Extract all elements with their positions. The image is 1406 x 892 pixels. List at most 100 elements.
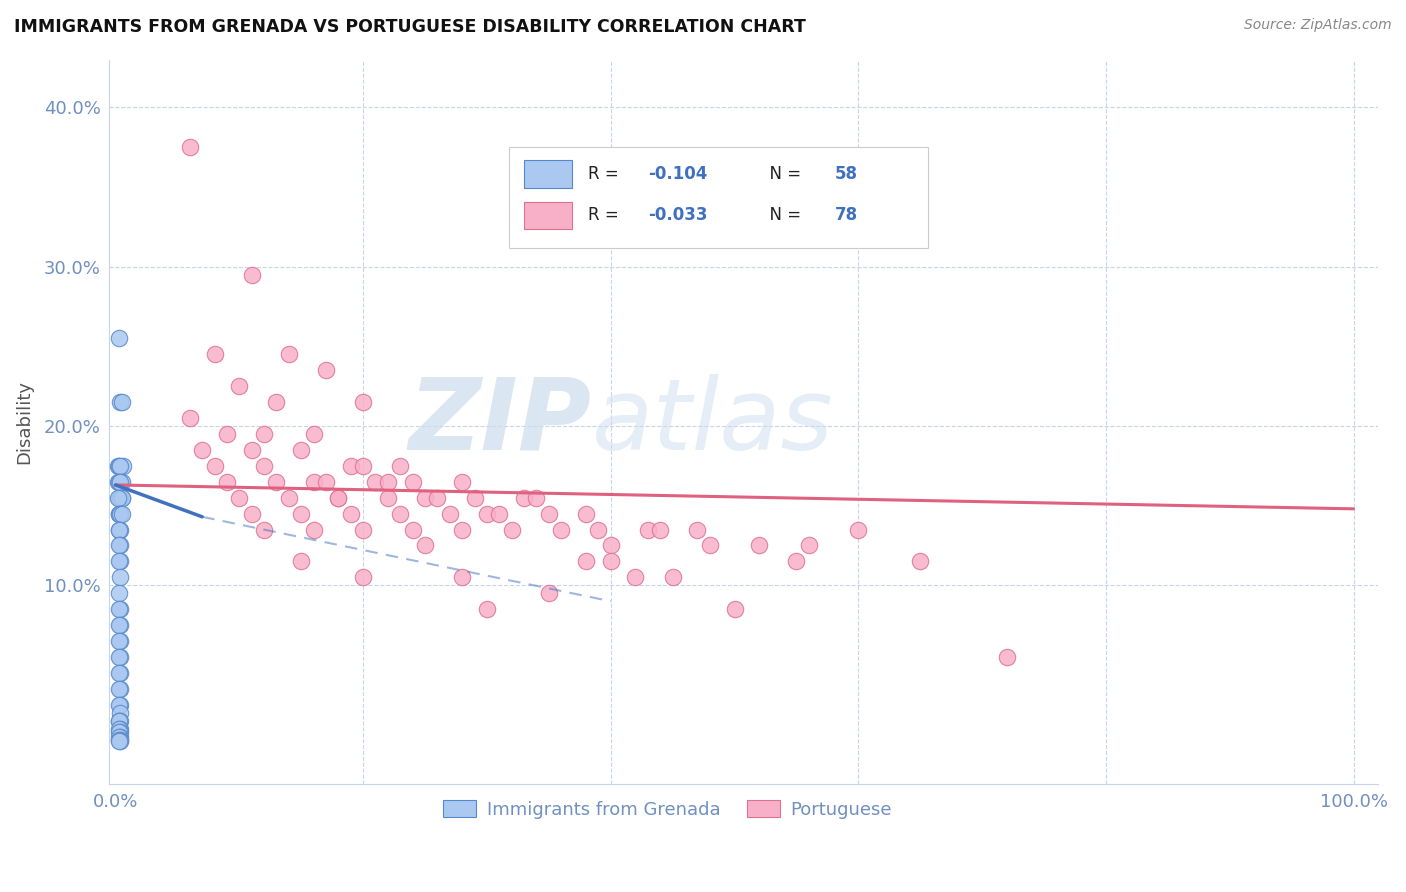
Point <box>599 539 621 553</box>
Point <box>108 650 131 665</box>
Point <box>179 140 201 154</box>
Point <box>108 475 131 489</box>
Point <box>204 347 226 361</box>
Point <box>526 491 548 505</box>
Point <box>352 395 374 409</box>
Point <box>108 732 131 747</box>
Point <box>108 523 131 537</box>
Point <box>352 458 374 473</box>
Point <box>107 475 129 489</box>
Point <box>110 491 132 505</box>
Point <box>599 554 621 568</box>
Point <box>108 714 131 728</box>
Point <box>228 491 250 505</box>
Text: -0.104: -0.104 <box>648 165 709 183</box>
Point <box>389 458 412 473</box>
Point <box>215 427 238 442</box>
Point <box>575 554 598 568</box>
Point <box>315 363 337 377</box>
Point <box>339 458 361 473</box>
Point <box>110 698 132 712</box>
Point <box>108 491 131 505</box>
Point <box>748 539 770 553</box>
Point <box>723 602 745 616</box>
Point <box>475 602 498 616</box>
Point <box>328 491 350 505</box>
Point <box>111 507 134 521</box>
Point <box>110 395 132 409</box>
Point <box>110 681 132 696</box>
Point <box>110 665 132 680</box>
Point <box>451 523 474 537</box>
Point <box>110 539 132 553</box>
Point <box>111 395 134 409</box>
Point <box>908 554 931 568</box>
Point <box>377 491 399 505</box>
Text: Source: ZipAtlas.com: Source: ZipAtlas.com <box>1244 18 1392 32</box>
Point <box>637 523 659 537</box>
Point <box>352 570 374 584</box>
Point <box>451 570 474 584</box>
Text: N =: N = <box>759 165 807 183</box>
Point <box>426 491 449 505</box>
Point <box>501 523 523 537</box>
Point <box>215 475 238 489</box>
Point <box>108 554 131 568</box>
Point <box>389 507 412 521</box>
Point <box>290 507 312 521</box>
Text: 78: 78 <box>835 206 858 225</box>
Point <box>315 475 337 489</box>
FancyBboxPatch shape <box>509 146 928 248</box>
Point <box>575 507 598 521</box>
Point <box>111 491 134 505</box>
Point <box>110 618 132 632</box>
Point <box>110 732 132 747</box>
Point <box>108 539 131 553</box>
Text: -0.033: -0.033 <box>648 206 709 225</box>
Point <box>110 458 132 473</box>
Point <box>111 458 134 473</box>
Point <box>108 681 131 696</box>
Text: 58: 58 <box>835 165 858 183</box>
Point <box>439 507 461 521</box>
Point <box>995 650 1018 665</box>
Point <box>240 268 263 282</box>
Point <box>110 706 132 720</box>
Point <box>110 554 132 568</box>
Point <box>108 507 131 521</box>
Point <box>277 491 299 505</box>
Point <box>686 523 709 537</box>
Point <box>108 730 131 744</box>
Point <box>107 491 129 505</box>
Point <box>108 714 131 728</box>
Point <box>107 458 129 473</box>
Point <box>401 475 423 489</box>
Point <box>475 507 498 521</box>
Point <box>110 602 132 616</box>
Point <box>537 586 560 600</box>
Point <box>797 539 820 553</box>
Point <box>110 722 132 736</box>
Point <box>110 507 132 521</box>
Point <box>266 475 288 489</box>
Point <box>108 724 131 739</box>
Text: R =: R = <box>588 165 624 183</box>
Point <box>339 507 361 521</box>
Point <box>290 442 312 457</box>
Point <box>108 458 131 473</box>
FancyBboxPatch shape <box>524 202 572 229</box>
Point <box>302 475 325 489</box>
Text: N =: N = <box>759 206 807 225</box>
Point <box>108 602 131 616</box>
Point <box>240 507 263 521</box>
Point <box>108 618 131 632</box>
Point <box>846 523 869 537</box>
Text: IMMIGRANTS FROM GRENADA VS PORTUGUESE DISABILITY CORRELATION CHART: IMMIGRANTS FROM GRENADA VS PORTUGUESE DI… <box>14 18 806 36</box>
Text: ZIP: ZIP <box>409 374 592 470</box>
Point <box>108 665 131 680</box>
Point <box>228 379 250 393</box>
Point <box>110 714 132 728</box>
Point <box>699 539 721 553</box>
Point <box>302 523 325 537</box>
FancyBboxPatch shape <box>524 161 572 188</box>
